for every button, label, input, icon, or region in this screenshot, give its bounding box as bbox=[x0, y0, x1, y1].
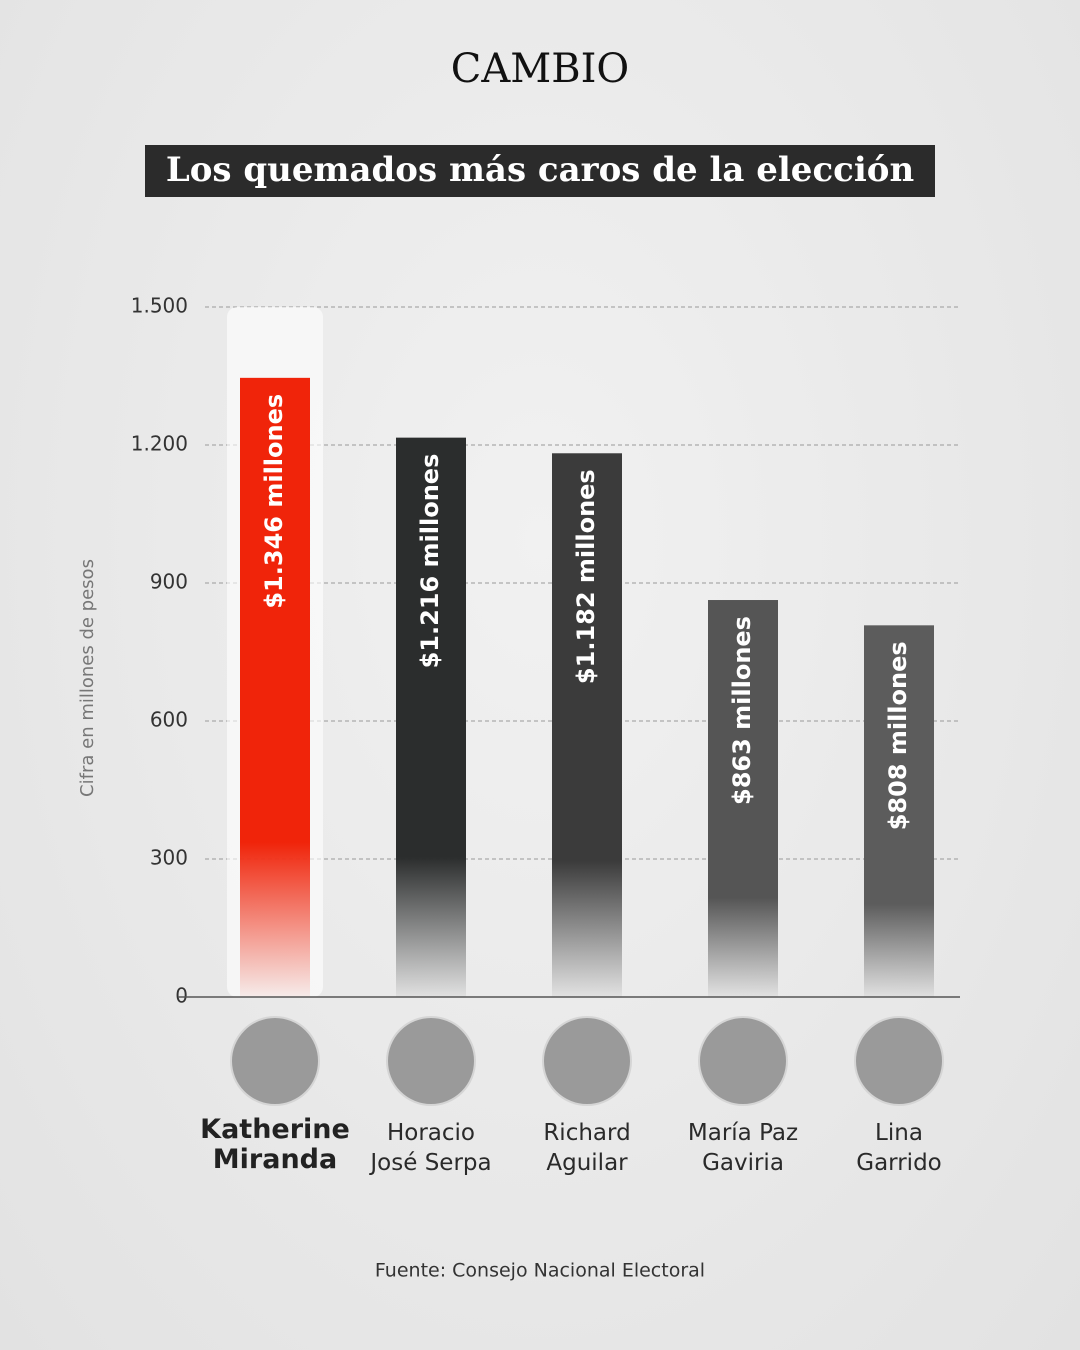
x-tick-label: Horacio José Serpa bbox=[370, 1120, 492, 1176]
photo bbox=[698, 1016, 788, 1106]
y-tick-label: 0 bbox=[175, 984, 188, 1008]
y-tick-label: 1.200 bbox=[131, 432, 188, 456]
x-tick-label: Lina Garrido bbox=[856, 1120, 942, 1176]
y-tick-label: 900 bbox=[150, 570, 188, 594]
x-tick-label: María Paz Gaviria bbox=[687, 1120, 799, 1176]
photo bbox=[230, 1016, 320, 1106]
value-label: $808 millones bbox=[884, 641, 912, 830]
title-box bbox=[145, 145, 935, 197]
chart-title: Los quemados más caros de la elección bbox=[166, 150, 914, 190]
value-label: $1.182 millones bbox=[572, 469, 600, 684]
y-axis-label: Cifra en millones de pesos bbox=[77, 559, 98, 797]
y-tick-label: 1.500 bbox=[131, 294, 188, 318]
x-tick-label: Richard Aguilar bbox=[543, 1120, 631, 1176]
bar bbox=[240, 377, 310, 998]
x-tick-label: Katherine Miranda bbox=[200, 1114, 350, 1175]
brand: CAMBIO bbox=[451, 46, 629, 92]
value-label: $1.216 millones bbox=[416, 454, 444, 669]
y-tick-label: 300 bbox=[150, 846, 188, 870]
value-label: $863 millones bbox=[728, 616, 756, 805]
photo bbox=[542, 1016, 632, 1106]
photo bbox=[386, 1016, 476, 1106]
bar bbox=[552, 453, 622, 997]
value-label: $1.346 millones bbox=[260, 394, 288, 609]
photo bbox=[854, 1016, 944, 1106]
bar bbox=[864, 625, 934, 997]
source: Fuente: Consejo Nacional Electoral bbox=[375, 1260, 705, 1282]
y-tick-label: 600 bbox=[150, 708, 188, 732]
bar bbox=[396, 437, 466, 997]
bar bbox=[708, 600, 778, 997]
